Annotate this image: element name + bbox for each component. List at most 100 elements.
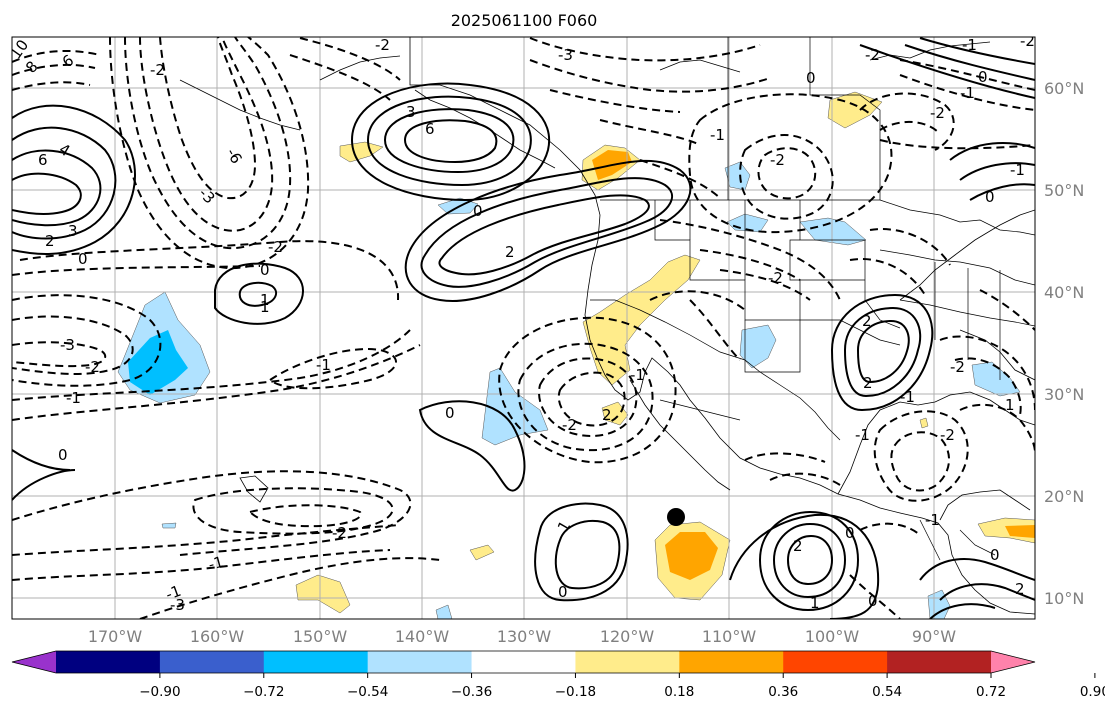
contour-label: -1 — [66, 389, 81, 407]
contour-label: 2 — [862, 312, 872, 330]
colorbar-tick-label: −0.72 — [243, 684, 284, 700]
contour-label: 0 — [473, 202, 483, 220]
colorbar-bin — [471, 651, 576, 673]
strong-positive-anomaly-region — [665, 532, 718, 580]
colorbar-bin — [575, 651, 680, 673]
longitude-labels: 170°W 160°W 150°W 140°W 130°W 120°W 110°… — [88, 627, 956, 646]
contour-label: -3 — [170, 596, 185, 614]
contour-label: -2 — [930, 104, 945, 122]
colorbar-outline — [11, 650, 1036, 674]
colorbar-tick-label: 0.90 — [1080, 684, 1105, 700]
latitude-labels: 60°N 50°N 40°N 30°N 20°N 10°N — [1044, 79, 1084, 608]
anomaly-shading — [117, 91, 1035, 619]
negative-anomaly-region — [971, 361, 1021, 397]
contour-label: 0 — [990, 546, 1000, 564]
map-area: 10 8 6 6 4 3 2 3 6 -3 -2 -6 -3 -2 -3 0 -… — [12, 32, 1035, 619]
contour-label: 0 — [845, 524, 855, 542]
contour-label: -2 — [950, 358, 965, 376]
contour-label: -2 — [85, 358, 100, 376]
contour-label: -1 — [1010, 161, 1025, 179]
contour-label: -2 — [268, 238, 283, 256]
contour-label: 0 — [806, 69, 816, 87]
contour-label: 0 — [978, 68, 988, 86]
lon-label: 140°W — [395, 627, 450, 646]
negative-anomaly-region — [739, 324, 777, 369]
contour-label: 3 — [68, 222, 78, 240]
contour-label: -1 — [630, 366, 645, 384]
lon-label: 120°W — [600, 627, 655, 646]
positive-anomaly-region — [919, 417, 929, 429]
colorbar-bin — [887, 651, 992, 673]
contour-label: 6 — [425, 120, 435, 138]
contour-label: 0 — [260, 261, 270, 279]
contour-labels: 10 8 6 6 4 3 2 3 6 -3 -2 -6 -3 -2 -3 0 -… — [12, 32, 1035, 614]
contour-label: -1 — [855, 426, 870, 444]
contour-label: -1 — [962, 36, 977, 54]
contour-label: -3 — [60, 336, 75, 354]
colorbar-bin — [56, 651, 161, 673]
colorbar-extend-low — [12, 651, 56, 673]
negative-anomaly-region — [161, 522, 177, 529]
storm-center-dot — [667, 508, 685, 526]
positive-anomaly-region — [582, 254, 701, 386]
contour-label: -3 — [558, 46, 573, 64]
lon-label: 130°W — [497, 627, 552, 646]
lat-label: 50°N — [1044, 181, 1084, 200]
colorbar-tick-label: 0.36 — [768, 684, 798, 700]
positive-anomaly-region — [339, 141, 384, 163]
graticule — [12, 37, 1035, 619]
political-borders — [590, 37, 1035, 561]
colorbar-bin — [783, 651, 888, 673]
contour-label: -2 — [768, 269, 783, 287]
colorbar-tick-label: 0.18 — [664, 684, 694, 700]
height-anomaly-contours-negative — [12, 37, 1035, 619]
contour-label: 1 — [260, 298, 270, 316]
colorbar-tick-label: 0.54 — [872, 684, 902, 700]
positive-anomaly-region — [469, 544, 495, 561]
contour-label: 0 — [558, 583, 568, 601]
positive-anomaly-region — [295, 574, 351, 614]
contour-label: -2 — [865, 46, 880, 64]
lon-label: 160°W — [190, 627, 245, 646]
figure-title: 2025061100 F060 — [451, 11, 598, 30]
contour-label: -2 — [562, 416, 577, 434]
colorbar-extend-high — [991, 651, 1035, 673]
map-frame — [11, 36, 1036, 620]
colorbar-tick-label: 0.72 — [976, 684, 1006, 700]
negative-anomaly-region — [435, 604, 453, 619]
contour-label: 0 — [58, 446, 68, 464]
contour-label: -2 — [940, 426, 955, 444]
contour-label: 1 — [260, 291, 270, 309]
contour-label: 2 — [45, 232, 55, 250]
contour-label: -1 — [960, 84, 975, 102]
contour-label: 6 — [38, 151, 48, 169]
contour-label: -2 — [770, 151, 785, 169]
contour-label: 0 — [868, 592, 878, 610]
contour-label: 2 — [1015, 580, 1025, 598]
contour-label: 0 — [78, 250, 88, 268]
lat-label: 30°N — [1044, 385, 1084, 404]
lon-label: 90°W — [912, 627, 956, 646]
height-anomaly-contours — [12, 37, 1035, 619]
contour-label: -2 — [150, 61, 165, 79]
colorbar-tick-label: −0.54 — [347, 684, 388, 700]
contour-label: -1 — [710, 126, 725, 144]
contour-label: -2 — [332, 524, 347, 542]
contour-label: -1 — [900, 388, 915, 406]
contour-label: 2 — [863, 374, 873, 392]
colorbar-tick-label: −0.36 — [451, 684, 492, 700]
colorbar-bin — [263, 651, 369, 673]
contour-label: 2 — [505, 243, 515, 261]
strong-negative-anomaly-region — [128, 330, 188, 395]
contour-label: 2 — [793, 537, 803, 555]
contour-label: 2 — [602, 406, 612, 424]
lon-label: 170°W — [88, 627, 143, 646]
contour-label: -2 — [1020, 32, 1035, 50]
lat-label: 60°N — [1044, 79, 1084, 98]
contour-label: 1 — [810, 594, 820, 612]
lat-label: 20°N — [1044, 487, 1084, 506]
contour-label: -1 — [925, 511, 940, 529]
contour-label: -1 — [316, 356, 331, 374]
contour-label: -1 — [206, 553, 225, 574]
